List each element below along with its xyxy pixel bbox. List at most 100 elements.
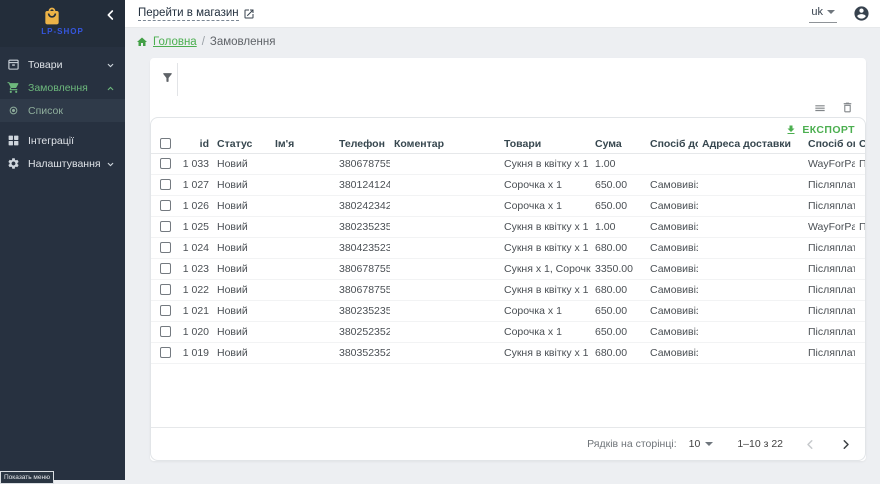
cell — [855, 321, 865, 343]
cell — [390, 258, 500, 280]
sidebar-item-label: Список — [28, 104, 63, 117]
view-list-icon — [815, 105, 825, 112]
cell: Самовивіз — [646, 216, 698, 238]
go-to-store-link[interactable]: Перейти в магазин — [138, 7, 255, 21]
cell — [855, 237, 865, 259]
breadcrumb-home-link[interactable]: Головна — [153, 36, 197, 48]
cell: Сорочка x 1 — [500, 321, 591, 343]
cell — [698, 174, 804, 196]
cell: 380678755765 — [335, 153, 390, 175]
cell — [390, 237, 500, 259]
sidebar-item-integrations[interactable]: Інтеграції — [0, 129, 125, 152]
cell: 380423523523 — [335, 237, 390, 259]
row-checkbox[interactable] — [160, 284, 171, 296]
cell: 380678755722 — [335, 258, 390, 280]
row-checkbox-cell — [151, 300, 177, 322]
cell — [646, 153, 698, 175]
row-checkbox[interactable] — [160, 263, 171, 275]
topbar-right: uk — [809, 4, 870, 23]
row-checkbox[interactable] — [160, 158, 171, 170]
cell — [855, 279, 865, 301]
column-header: Спосіб оп... — [804, 135, 855, 154]
cell: 1 027 — [177, 174, 213, 196]
cell: 1.00 — [591, 216, 646, 238]
cell: Післяплата — [804, 195, 855, 217]
language-select[interactable]: uk — [809, 4, 837, 23]
select-all-checkbox[interactable] — [160, 138, 171, 150]
column-header: Адреса доставки — [698, 135, 804, 154]
go-to-store-label: Перейти в магазин — [138, 6, 239, 21]
sidebar-collapse-button[interactable] — [103, 7, 119, 23]
row-checkbox[interactable] — [160, 347, 171, 359]
cell: Післяплата — [804, 258, 855, 280]
orders-panel: ЕКСПОРТ id Статус Ім'я Телефон Коментар Товар… — [150, 58, 866, 461]
cell: 1 020 — [177, 321, 213, 343]
cell: Сукня в квітку x 1 — [500, 216, 591, 238]
cell — [855, 174, 865, 196]
cell — [271, 321, 335, 343]
cell — [698, 300, 804, 322]
next-page-button[interactable] — [838, 437, 853, 452]
cell: Післяплата — [804, 300, 855, 322]
pagination-footer: Рядків на сторінці: 10 1–10 з 22 — [151, 427, 865, 460]
sidebar-item-orders-list[interactable]: Список — [0, 99, 125, 122]
table-wrap: id Статус Ім'я Телефон Коментар Товари Сума Спо… — [151, 135, 865, 364]
view-list-button[interactable] — [813, 100, 827, 114]
cell: Новий — [213, 258, 271, 280]
cell: 650.00 — [591, 300, 646, 322]
export-button[interactable]: ЕКСПОРТ — [785, 124, 855, 136]
rows-per-page-select[interactable]: 10 — [689, 438, 714, 450]
orders-table: id Статус Ім'я Телефон Коментар Товари Сума Спо… — [151, 135, 865, 364]
cell: Новий — [213, 342, 271, 364]
row-checkbox[interactable] — [160, 221, 171, 233]
account-button[interactable] — [853, 5, 870, 22]
chevron-down-icon — [106, 160, 115, 169]
sidebar-nav: Товари Замовлення Списо — [0, 47, 125, 175]
cell: 1 021 — [177, 300, 213, 322]
cell — [390, 321, 500, 343]
cell: 680.00 — [591, 342, 646, 364]
column-header: Товари — [500, 135, 591, 154]
cell — [390, 153, 500, 175]
filter-button[interactable] — [156, 66, 178, 88]
rows-per-page-value: 10 — [688, 438, 701, 450]
row-checkbox-cell — [151, 237, 177, 259]
sidebar-item-label: Товари — [28, 58, 63, 71]
cell: Сукня x 1, Сорочка x 4 — [500, 258, 591, 280]
sidebar-item-settings[interactable]: Налаштування — [0, 152, 125, 175]
sidebar-item-orders[interactable]: Замовлення — [0, 76, 125, 99]
column-header: Ім'я — [271, 135, 335, 154]
chevron-down-icon — [106, 61, 115, 70]
chevron-left-icon — [107, 10, 114, 20]
cell: Сорочка x 1 — [500, 300, 591, 322]
cell: Післяплата — [804, 342, 855, 364]
row-checkbox[interactable] — [160, 305, 171, 317]
cell: П — [855, 153, 865, 175]
row-checkbox[interactable] — [160, 179, 171, 191]
cell — [698, 216, 804, 238]
cell — [698, 321, 804, 343]
row-checkbox-cell — [151, 258, 177, 280]
cell: 1 019 — [177, 342, 213, 364]
cell — [271, 258, 335, 280]
prev-page-button[interactable] — [803, 437, 818, 452]
filter-row — [150, 58, 866, 96]
row-checkbox[interactable] — [160, 200, 171, 212]
sidebar-item-products[interactable]: Товари — [0, 53, 125, 76]
row-checkbox[interactable] — [160, 326, 171, 338]
delete-button[interactable] — [841, 101, 854, 114]
row-checkbox-cell — [151, 342, 177, 364]
sidebar-item-label: Замовлення — [28, 81, 88, 94]
row-checkbox[interactable] — [160, 242, 171, 254]
account-circle-icon — [854, 6, 869, 21]
